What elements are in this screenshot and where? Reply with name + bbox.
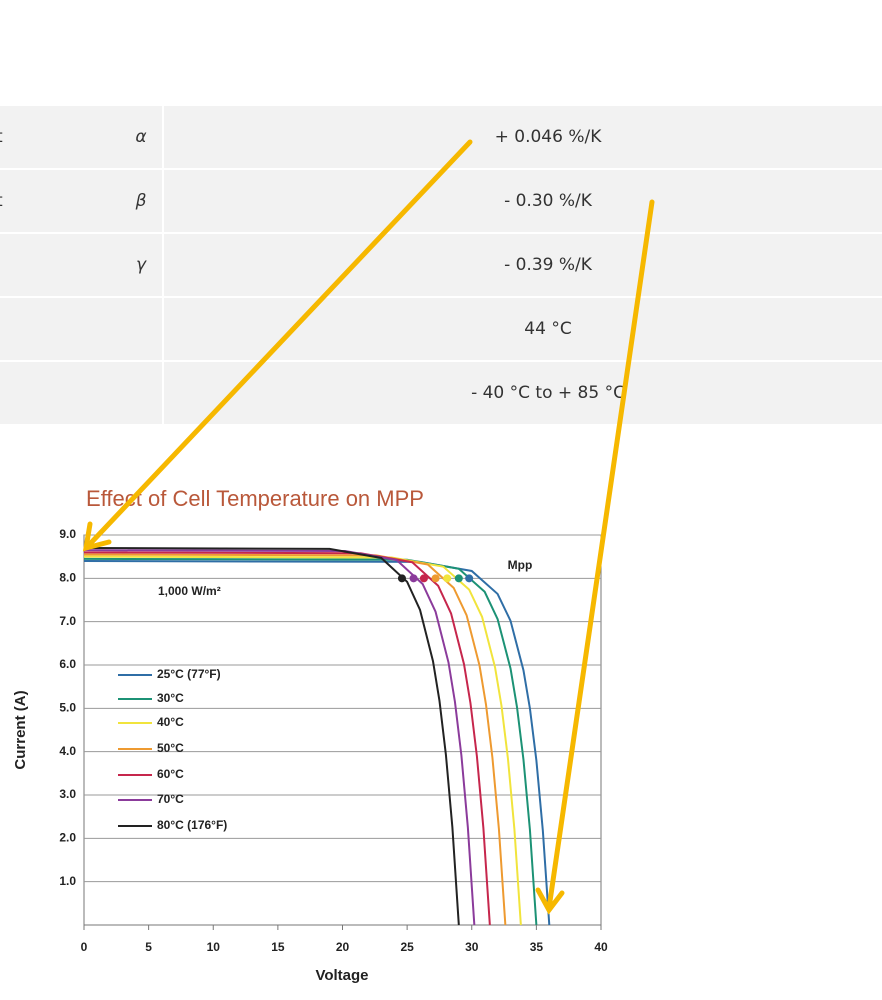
annotation: Mpp (508, 558, 533, 572)
legend-label: 70°C (157, 792, 184, 806)
table-row (0, 170, 882, 232)
chart-title: Effect of Cell Temperature on MPP (86, 486, 424, 511)
arrow (85, 139, 473, 549)
x-tick-label: 15 (271, 940, 285, 954)
x-tick-label: 20 (336, 940, 350, 954)
legend-label: 60°C (157, 767, 184, 781)
row-value: - 40 °C to + 85 °C (471, 383, 625, 403)
table-row (0, 362, 882, 424)
x-axis-label: Voltage (315, 967, 368, 984)
mpp-point (397, 574, 406, 583)
arrow-head (535, 887, 565, 915)
row-label: t (0, 191, 3, 211)
y-tick-label: 4.0 (59, 744, 76, 758)
mpp-point (454, 574, 463, 583)
arrow-head (82, 521, 112, 552)
plot-area (83, 534, 602, 926)
legend-label: 25°C (77°F) (157, 667, 221, 681)
y-axis-label: Current (A) (12, 690, 29, 769)
row-value: - 0.39 %/K (504, 255, 593, 275)
annotation: 1,000 W/m² (158, 584, 221, 598)
x-tick-label: 30 (465, 940, 479, 954)
table-row (0, 106, 882, 168)
row-symbol: β (135, 191, 147, 211)
y-tick-label: 6.0 (59, 657, 76, 671)
row-label: t (0, 127, 3, 147)
x-tick-label: 25 (400, 940, 414, 954)
mpp-point (409, 574, 418, 583)
y-tick-label: 2.0 (59, 831, 76, 845)
mpp-point (419, 574, 428, 583)
row-symbol: γ (136, 255, 147, 275)
row-value: + 0.046 %/K (495, 127, 603, 147)
y-tick-label: 8.0 (59, 571, 76, 585)
arrows (82, 139, 655, 915)
x-tick-label: 0 (81, 940, 88, 954)
x-tick-label: 40 (594, 940, 608, 954)
y-tick-label: 9.0 (59, 527, 76, 541)
iv-curve (83, 547, 460, 926)
legend-label: 80°C (176°F) (157, 818, 227, 832)
spec-table: t α + 0.046 %/K t β - 0.30 %/K γ - 0.39 %/K 44 °… (0, 105, 882, 425)
y-tick-label: 7.0 (59, 614, 76, 628)
mpp-point (431, 574, 440, 583)
legend-label: 40°C (157, 715, 184, 729)
mpp-point (443, 574, 452, 583)
y-tick-label: 3.0 (59, 787, 76, 801)
row-value: 44 °C (524, 319, 571, 339)
x-tick-label: 5 (145, 940, 152, 954)
legend-label: 50°C (157, 741, 184, 755)
x-tick-label: 35 (530, 940, 544, 954)
table-row (0, 298, 882, 360)
x-tick-label: 10 (207, 940, 221, 954)
chart: 1.0 2.0 3.0 4.0 5.0 6.0 7.0 8.0 9.0 0 5 10 15 20 25 30 3… (59, 527, 608, 954)
y-tick-label: 5.0 (59, 701, 76, 715)
table-row (0, 234, 882, 296)
y-tick-label: 1.0 (59, 874, 76, 888)
mpp-point (465, 574, 474, 583)
legend-label: 30°C (157, 691, 184, 705)
row-value: - 0.30 %/K (504, 191, 593, 211)
arrow (546, 199, 655, 911)
row-symbol: α (135, 127, 146, 147)
